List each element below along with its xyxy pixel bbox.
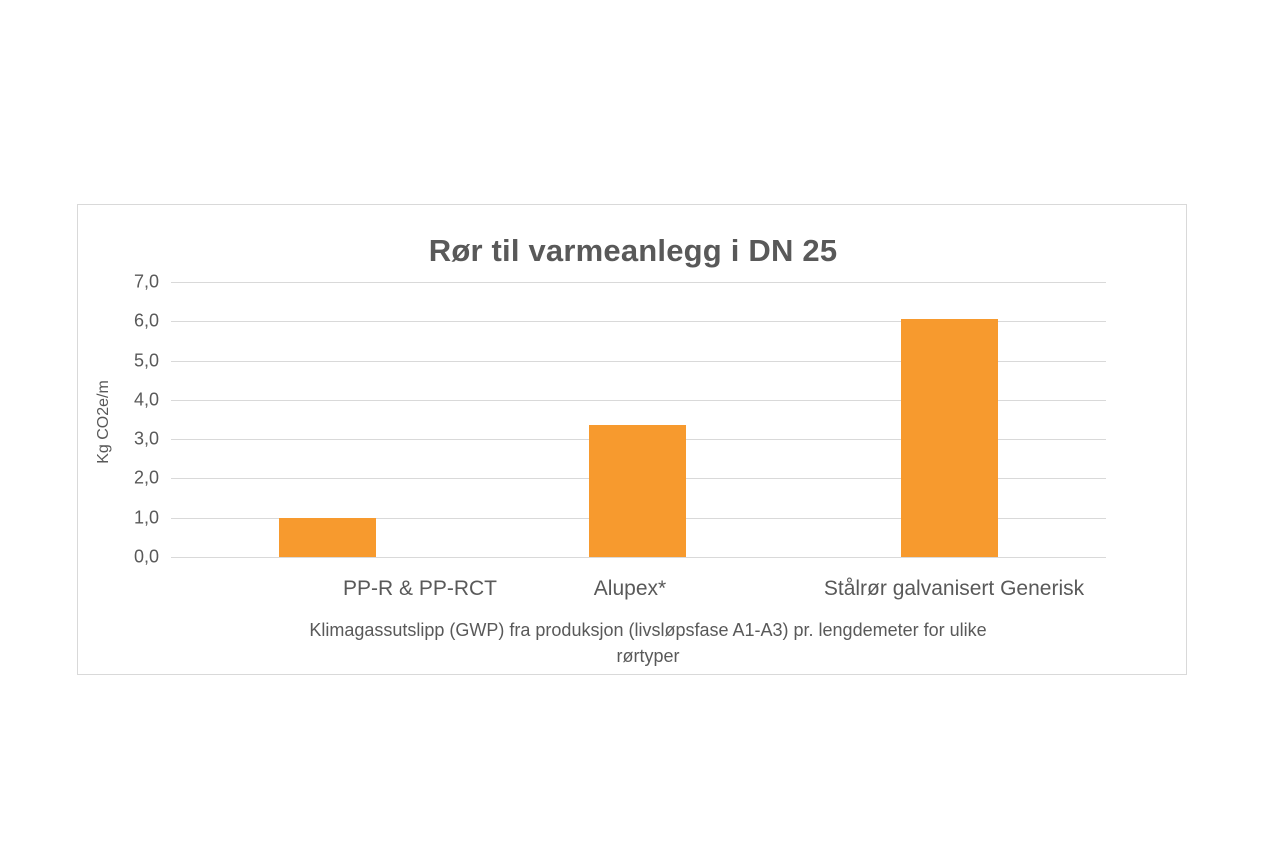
x-axis-label-line2: rørtyper xyxy=(616,646,680,666)
x-tick-pp-r: PP-R & PP-RCT xyxy=(342,577,498,600)
x-axis-label: Klimagassutslipp (GWP) fra produksjon (l… xyxy=(208,617,1088,669)
plot-area: 0,0 1,0 2,0 3,0 4,0 5,0 6,0 7,0 xyxy=(134,272,1106,567)
chart-container: Rør til varmeanlegg i DN 25 Kg CO2e/m 0,… xyxy=(77,204,1187,675)
y-tick-label: 3,0 xyxy=(133,428,159,449)
gridline xyxy=(171,360,1106,362)
gridline xyxy=(171,282,1106,283)
x-tick-stalror: Stålrør galvanisert Generisk xyxy=(823,577,1085,600)
y-tick-label: 5,0 xyxy=(133,350,159,371)
gridline xyxy=(171,557,1106,558)
gridline xyxy=(171,399,1106,401)
bar xyxy=(278,517,376,557)
gridline xyxy=(171,321,1106,323)
x-axis-label-line1: Klimagassutslipp (GWP) fra produksjon (l… xyxy=(309,620,987,640)
y-tick-label: 4,0 xyxy=(133,389,159,410)
y-tick-label: 1,0 xyxy=(133,507,159,528)
y-tick-label: 2,0 xyxy=(133,467,159,488)
y-tick-label: 7,0 xyxy=(133,271,159,292)
bar xyxy=(588,425,686,557)
y-tick-label: 6,0 xyxy=(133,310,159,331)
y-tick-label: 0,0 xyxy=(133,546,159,567)
x-tick-alupex: Alupex* xyxy=(593,577,667,600)
bar xyxy=(900,319,998,557)
chart-title: Rør til varmeanlegg i DN 25 xyxy=(428,233,838,268)
